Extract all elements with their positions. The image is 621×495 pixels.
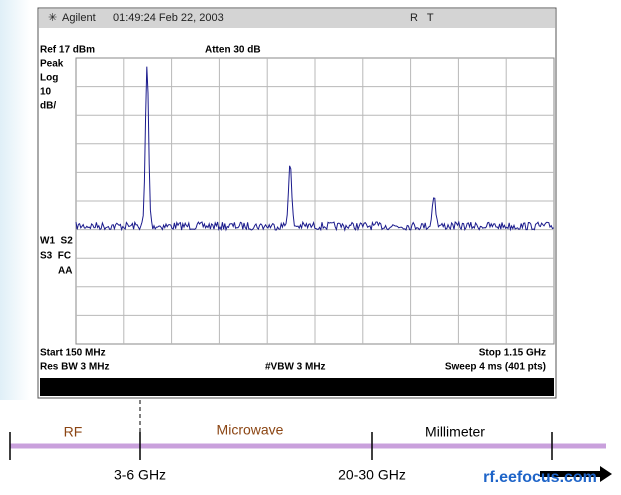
logo-icon: ✳	[48, 12, 57, 24]
attenuation: Atten 30 dB	[205, 45, 261, 56]
scale-label: Peak	[40, 59, 64, 70]
marker-label: S3 FC	[40, 251, 71, 262]
analyzer-screen	[37, 7, 557, 399]
spectrum-trace	[75, 66, 554, 232]
arrow	[540, 466, 612, 482]
header-bar	[39, 9, 555, 28]
scale-label: dB/	[40, 101, 56, 112]
status: R T	[410, 12, 434, 24]
marker-label: W1 S2	[40, 236, 73, 247]
band-boundary: 3-6 GHz	[114, 467, 166, 483]
band-label: RF	[64, 424, 83, 440]
scale-label: 10	[40, 87, 52, 98]
stop-freq: Stop 1.15 GHz	[479, 348, 546, 359]
marker-label: AA	[58, 266, 72, 277]
timestamp: 01:49:24 Feb 22, 2003	[113, 12, 224, 24]
scale-label: Log	[40, 73, 58, 84]
band-ticks	[9, 432, 553, 460]
vbw: #VBW 3 MHz	[265, 362, 326, 373]
start-freq: Start 150 MHz	[40, 348, 106, 359]
edge-shade	[0, 0, 30, 400]
brand: Agilent	[62, 12, 96, 24]
band-label: Microwave	[217, 422, 284, 438]
ref-level: Ref 17 dBm	[40, 45, 95, 56]
watermark: rf.eefocus.com	[483, 469, 597, 486]
sweep: Sweep 4 ms (401 pts)	[445, 362, 546, 373]
band-label: Millimeter	[425, 424, 485, 440]
res-bw: Res BW 3 MHz	[40, 362, 109, 373]
band-boundary: 20-30 GHz	[338, 467, 406, 483]
status-bar	[40, 378, 554, 396]
